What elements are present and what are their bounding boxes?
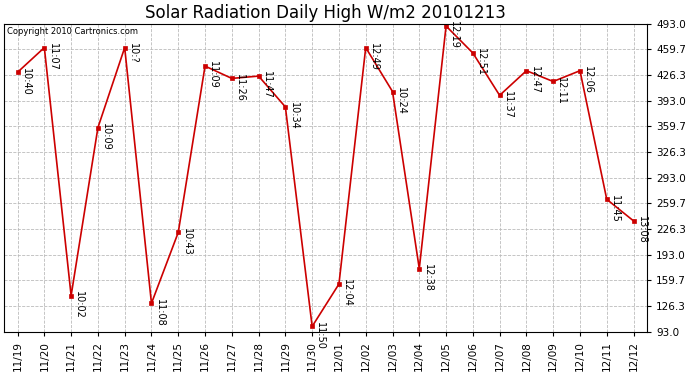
Text: 11:08: 11:08 (155, 298, 165, 326)
Text: 10:09: 10:09 (101, 123, 111, 151)
Text: Copyright 2010 Cartronics.com: Copyright 2010 Cartronics.com (8, 27, 139, 36)
Text: 10:34: 10:34 (288, 102, 299, 130)
Text: 10:40: 10:40 (21, 68, 31, 95)
Text: 12:06: 12:06 (583, 66, 593, 94)
Text: 11:47: 11:47 (262, 72, 272, 99)
Text: 12:49: 12:49 (369, 43, 379, 71)
Text: 11:50: 11:50 (315, 322, 326, 350)
Text: 10:43: 10:43 (181, 228, 191, 256)
Text: 11:45: 11:45 (610, 195, 620, 223)
Text: 12:04: 12:04 (342, 279, 352, 307)
Text: 10:24: 10:24 (396, 87, 406, 115)
Text: 12:51: 12:51 (476, 48, 486, 76)
Text: 12:47: 12:47 (530, 66, 540, 94)
Text: 12:11: 12:11 (556, 77, 566, 105)
Text: 11:26: 11:26 (235, 74, 245, 102)
Text: 12:38: 12:38 (422, 264, 433, 292)
Text: 11:37: 11:37 (503, 91, 513, 118)
Text: 10:?: 10:? (128, 43, 138, 64)
Text: 11:09: 11:09 (208, 62, 218, 89)
Title: Solar Radiation Daily High W/m2 20101213: Solar Radiation Daily High W/m2 20101213 (145, 4, 506, 22)
Text: 10:02: 10:02 (75, 291, 84, 319)
Text: 11:07: 11:07 (48, 43, 57, 71)
Text: 13:08: 13:08 (637, 216, 647, 244)
Text: 12:19: 12:19 (449, 21, 460, 49)
